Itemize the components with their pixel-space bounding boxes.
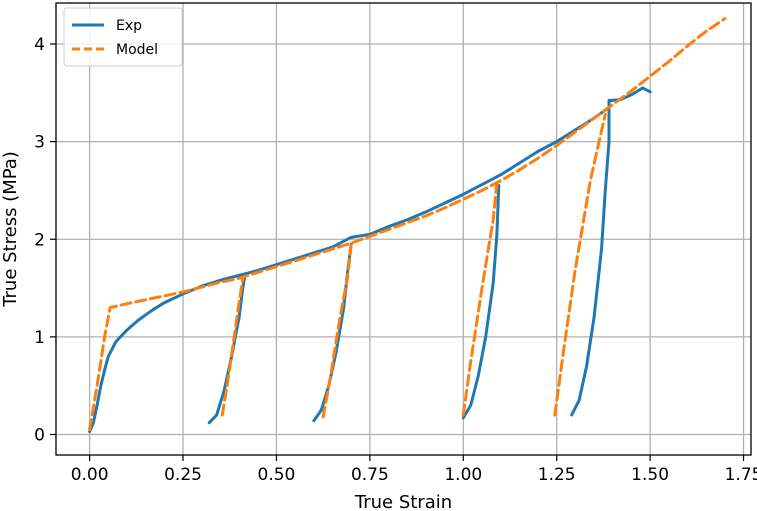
y-axis-label: True Stress (MPa): [0, 151, 21, 308]
x-tick-label: 0.00: [71, 465, 109, 485]
legend-label-exp: Exp: [116, 18, 142, 34]
plot-frame: [55, 2, 752, 456]
legend-box: [63, 7, 183, 67]
y-tick-label: 0: [34, 425, 45, 445]
legend-label-model: Model: [116, 42, 158, 58]
series-model: [88, 17, 727, 432]
y-tick-label: 3: [34, 133, 45, 153]
x-tick-label: 1.00: [444, 465, 482, 485]
series-line-model: [321, 243, 353, 419]
series-line-exp: [461, 184, 501, 420]
grid: [56, 3, 751, 455]
x-tick-label: 0.50: [258, 465, 296, 485]
series-line-model: [220, 276, 245, 417]
series-layer: [88, 17, 727, 434]
legend: Exp Model: [63, 7, 183, 67]
series-line-exp: [570, 99, 611, 417]
series-line-model: [461, 181, 499, 417]
tick-layer: 0.00 0.25 0.50 0.75 1.00 1.25 1.50 1.75 0 1 2 3 4: [34, 35, 757, 485]
series-line-model: [88, 17, 727, 432]
x-tick-label: 0.75: [351, 465, 389, 485]
x-tick-label: 0.25: [164, 465, 202, 485]
x-tick-label: 1.25: [538, 465, 576, 485]
y-tick-label: 1: [34, 328, 45, 348]
x-axis-label: True Strain: [354, 492, 452, 511]
y-tick-label: 2: [34, 230, 45, 250]
series-line-model: [553, 112, 607, 417]
x-tick-label: 1.50: [631, 465, 669, 485]
x-tick-label: 1.75: [725, 465, 757, 485]
y-tick-label: 4: [34, 35, 45, 55]
